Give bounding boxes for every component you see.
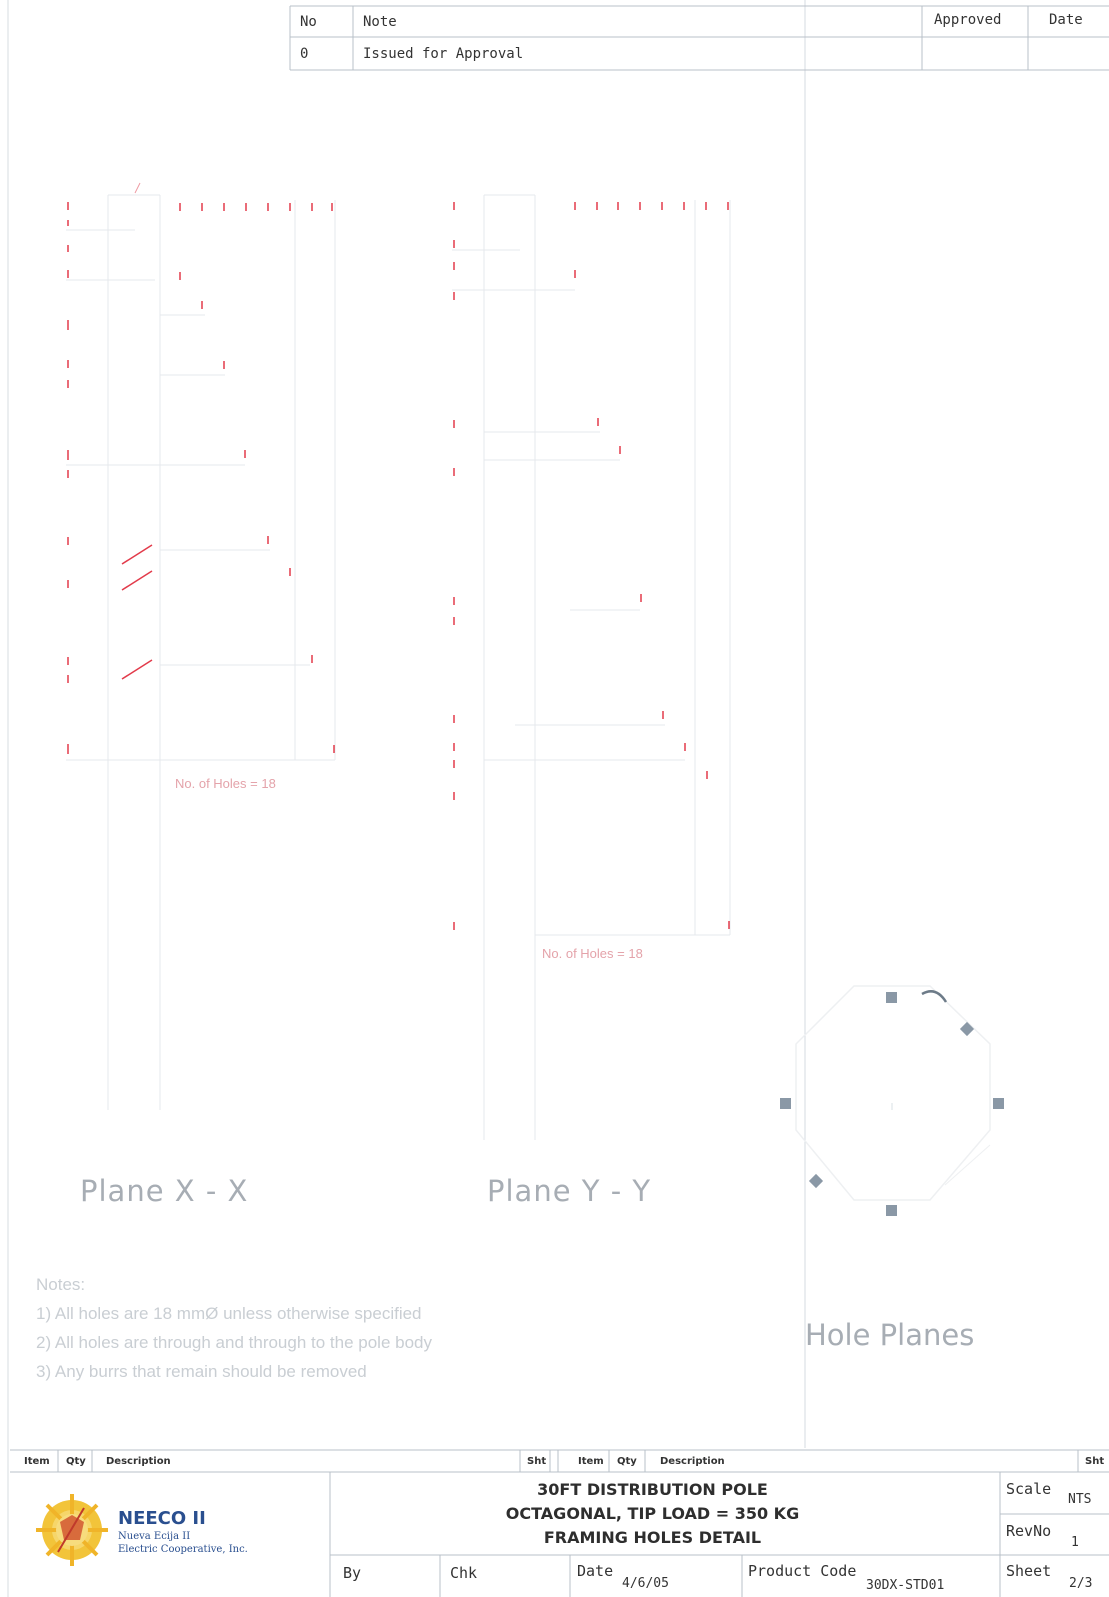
drawing-title-line-3: FRAMING HOLES DETAIL xyxy=(543,1528,762,1547)
rev-header-date: Date xyxy=(1049,12,1083,28)
sheet-value: 2/3 xyxy=(1069,1576,1093,1591)
drawing-title-line-1: 30FT DISTRIBUTION POLE xyxy=(537,1480,768,1499)
parts-header-item-1: Item xyxy=(24,1456,50,1467)
note-item-1: 1) All holes are 18 mmØ unless otherwise… xyxy=(36,1304,422,1323)
plane-x-hole-markers xyxy=(67,202,335,754)
rev-header-note: Note xyxy=(363,14,397,30)
revno-value: 1 xyxy=(1071,1535,1079,1550)
rev-header-no: No xyxy=(300,14,317,30)
revision-table-grid xyxy=(289,5,1109,71)
note-item-2: 2) All holes are through and through to … xyxy=(36,1333,433,1352)
hole-planes-title: Hole Planes xyxy=(805,1318,975,1352)
drawing-title-line-2: OCTAGONAL, TIP LOAD = 350 KG xyxy=(505,1504,800,1523)
parts-header-qty-1: Qty xyxy=(66,1456,86,1467)
date-value: 4/6/05 xyxy=(622,1576,669,1591)
product-code-value: 30DX-STD01 xyxy=(866,1578,945,1593)
plane-y-hole-markers xyxy=(453,202,730,930)
plane-x-title: Plane X - X xyxy=(80,1174,249,1208)
company-subtitle-1: Nueva Ecija II xyxy=(118,1531,191,1542)
plane-y-hole-count: No. of Holes = 18 xyxy=(542,946,643,961)
revno-label: RevNo xyxy=(1006,1522,1052,1540)
notes-block: Notes: 1) All holes are 18 mmØ unless ot… xyxy=(36,1270,432,1386)
scale-value: NTS xyxy=(1068,1492,1092,1507)
sheet-label: Sheet xyxy=(1006,1562,1052,1580)
chk-label: Chk xyxy=(450,1564,478,1582)
note-item-3: 3) Any burrs that remain should be remov… xyxy=(36,1362,367,1381)
hole-planes-octagon xyxy=(780,985,1004,1216)
by-label: By xyxy=(343,1564,362,1582)
parts-header-qty-2: Qty xyxy=(617,1456,637,1467)
parts-header-description-2: Description xyxy=(660,1456,725,1467)
parts-header-sht-2: Sht xyxy=(1085,1456,1105,1467)
plane-x-hole-count: No. of Holes = 18 xyxy=(175,776,276,791)
company-subtitle-2: Electric Cooperative, Inc. xyxy=(118,1544,248,1555)
scale-label: Scale xyxy=(1006,1480,1052,1498)
title-block-grid xyxy=(10,1449,1109,1597)
parts-header-description-1: Description xyxy=(106,1456,171,1467)
rev-row-note: Issued for Approval xyxy=(363,46,524,62)
rev-row-no: 0 xyxy=(300,46,309,62)
product-code-label: Product Code xyxy=(748,1562,857,1580)
company-name: NEECO II xyxy=(118,1508,206,1529)
date-label: Date xyxy=(577,1562,614,1580)
plane-x-drawing xyxy=(66,182,336,1110)
parts-header-sht-1: Sht xyxy=(527,1456,547,1467)
plane-y-title: Plane Y - Y xyxy=(487,1174,652,1208)
company-logo xyxy=(36,1494,108,1566)
notes-heading: Notes: xyxy=(36,1275,86,1294)
rev-header-approved: Approved xyxy=(934,12,1002,28)
plane-y-drawing xyxy=(452,194,731,1140)
parts-header-item-2: Item xyxy=(578,1456,604,1467)
